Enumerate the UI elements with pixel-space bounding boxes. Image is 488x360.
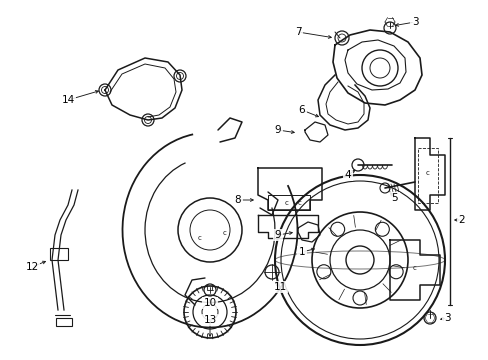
Text: c: c [297, 200, 301, 206]
Text: 12: 12 [25, 262, 39, 272]
Text: 9: 9 [274, 230, 281, 240]
Text: 6: 6 [298, 105, 305, 115]
Text: 14: 14 [61, 95, 75, 105]
Text: 5: 5 [391, 193, 398, 203]
Text: 3: 3 [411, 17, 417, 27]
Text: 1: 1 [298, 247, 305, 257]
Text: 3: 3 [443, 313, 449, 323]
Bar [417, 148, 437, 203]
Bar [267, 195, 309, 210]
Text: c: c [425, 170, 429, 176]
Text: c: c [198, 235, 202, 241]
Text: 11: 11 [273, 282, 286, 292]
Bar [50, 248, 68, 260]
Text: 4: 4 [344, 170, 350, 180]
Text: c: c [285, 200, 288, 206]
Text: 9: 9 [274, 125, 281, 135]
Text: 8: 8 [234, 195, 241, 205]
Bar [56, 318, 72, 326]
Text: c: c [223, 230, 226, 236]
Text: 10: 10 [203, 298, 216, 308]
Text: 13: 13 [203, 315, 216, 325]
Text: 7: 7 [294, 27, 301, 37]
Text: c: c [412, 265, 416, 271]
Text: 2: 2 [458, 215, 465, 225]
